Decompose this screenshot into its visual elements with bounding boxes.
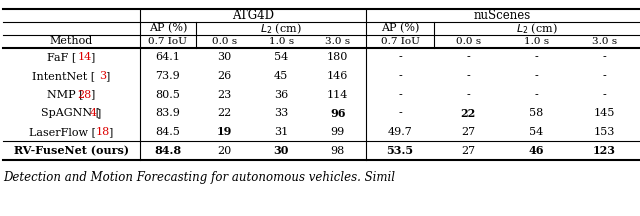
Text: -: - (398, 108, 402, 118)
Text: FaF [14]: FaF [14] (47, 52, 95, 62)
Text: 27: 27 (461, 146, 476, 156)
Text: AP (%): AP (%) (148, 23, 187, 33)
Text: 28: 28 (77, 90, 92, 100)
Text: 80.5: 80.5 (156, 90, 180, 100)
Text: nuScenes: nuScenes (474, 9, 531, 22)
Text: 14: 14 (77, 52, 92, 62)
Text: ]: ] (90, 90, 94, 100)
Text: 22: 22 (461, 108, 476, 119)
Text: 73.9: 73.9 (156, 71, 180, 81)
Text: NMP [28]: NMP [28] (44, 90, 99, 100)
Text: 27: 27 (461, 127, 476, 137)
Text: 0.0 s: 0.0 s (212, 37, 237, 46)
Text: 0.7 IoU: 0.7 IoU (381, 37, 420, 46)
Text: 58: 58 (529, 108, 543, 118)
Text: 49.7: 49.7 (388, 127, 413, 137)
Text: 84.8: 84.8 (154, 145, 181, 156)
Text: Detection and Motion Forecasting for autonomous vehicles. Simil: Detection and Motion Forecasting for aut… (3, 171, 396, 184)
Text: NMP [: NMP [ (47, 90, 83, 100)
Text: 64.1: 64.1 (156, 52, 180, 62)
Text: 3: 3 (99, 71, 106, 81)
Text: -: - (467, 52, 470, 62)
Text: -: - (467, 71, 470, 81)
Text: AP (%): AP (%) (381, 23, 419, 33)
Text: IntentNet [: IntentNet [ (31, 71, 95, 81)
Text: 1.0 s: 1.0 s (524, 37, 549, 46)
Text: -: - (467, 90, 470, 100)
Text: -: - (603, 71, 607, 81)
Text: 114: 114 (327, 90, 348, 100)
Text: $L_2$ (cm): $L_2$ (cm) (516, 21, 557, 36)
Text: SpAGNN [: SpAGNN [ (41, 108, 100, 118)
Text: -: - (603, 90, 607, 100)
Text: ]: ] (105, 71, 109, 81)
Text: 146: 146 (327, 71, 348, 81)
Text: 84.5: 84.5 (156, 127, 180, 137)
Text: -: - (398, 71, 402, 81)
Text: $L_2$ (cm): $L_2$ (cm) (260, 21, 302, 36)
Text: 123: 123 (593, 145, 616, 156)
Text: 1.0 s: 1.0 s (269, 37, 294, 46)
Text: -: - (398, 90, 402, 100)
Text: 180: 180 (327, 52, 348, 62)
Text: 153: 153 (594, 127, 615, 137)
Text: 0.0 s: 0.0 s (456, 37, 481, 46)
Text: Method: Method (50, 37, 93, 46)
Text: 4: 4 (90, 108, 97, 118)
Text: 145: 145 (594, 108, 615, 118)
Text: 0.7 IoU: 0.7 IoU (148, 37, 188, 46)
Text: 30: 30 (218, 52, 232, 62)
Text: ]: ] (90, 52, 94, 62)
Text: -: - (534, 52, 538, 62)
Text: 53.5: 53.5 (387, 145, 413, 156)
Text: 54: 54 (274, 52, 288, 62)
Text: 96: 96 (330, 108, 346, 119)
Text: 83.9: 83.9 (156, 108, 180, 118)
Text: 26: 26 (218, 71, 232, 81)
Text: 18: 18 (96, 127, 110, 137)
Text: -: - (398, 52, 402, 62)
Text: 98: 98 (331, 146, 345, 156)
Text: 19: 19 (217, 126, 232, 137)
Text: 23: 23 (218, 90, 232, 100)
Text: 3.0 s: 3.0 s (325, 37, 350, 46)
Text: 99: 99 (331, 127, 345, 137)
Text: LaserFlow [: LaserFlow [ (29, 127, 95, 137)
Text: -: - (534, 90, 538, 100)
Text: 22: 22 (218, 108, 232, 118)
Text: 45: 45 (274, 71, 288, 81)
Text: IntentNet [3]: IntentNet [3] (34, 71, 109, 81)
Text: FaF [: FaF [ (47, 52, 76, 62)
Text: 31: 31 (274, 127, 288, 137)
Text: -: - (534, 71, 538, 81)
Text: LaserFlow [18]: LaserFlow [18] (29, 127, 114, 137)
Text: 3.0 s: 3.0 s (592, 37, 617, 46)
Text: 46: 46 (529, 145, 544, 156)
Text: 33: 33 (274, 108, 288, 118)
Text: -: - (603, 52, 607, 62)
Text: RV-FuseNet (ours): RV-FuseNet (ours) (14, 145, 129, 156)
Text: 36: 36 (274, 90, 288, 100)
Text: ]: ] (96, 108, 100, 118)
Text: 20: 20 (218, 146, 232, 156)
Text: 30: 30 (273, 145, 289, 156)
Text: ATG4D: ATG4D (232, 9, 274, 22)
Text: ]: ] (108, 127, 113, 137)
Text: SpAGNN [4]: SpAGNN [4] (36, 108, 107, 118)
Text: 54: 54 (529, 127, 543, 137)
